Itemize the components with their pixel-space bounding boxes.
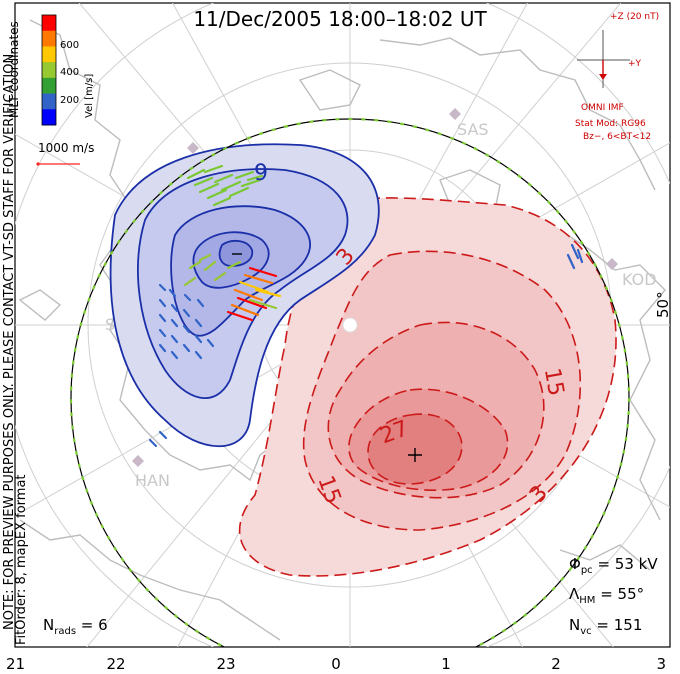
station-label-han: HAN: [135, 471, 170, 490]
imf-y-label: +Y: [628, 59, 642, 69]
fit-order-note: FitOrder: 8, mapEX format: [14, 474, 29, 645]
reference-vector-label: 1000 m/s: [38, 141, 94, 155]
stat-lambda-value: = 55°: [595, 585, 644, 603]
imf-z-label: +Z (20 nT): [610, 12, 659, 22]
mlt-tick-label: 2: [551, 655, 561, 673]
colorbar-tick-200: 200: [60, 95, 79, 106]
colorbar-block: [42, 30, 56, 47]
station-label-sas: SAS: [457, 120, 489, 139]
vectors-green-north: [186, 164, 264, 207]
stat-n-vc: Nvc = 151: [569, 616, 642, 637]
colorbar-block: [42, 109, 56, 126]
colorbar-tick-600: 600: [60, 40, 79, 51]
mlt-tick-label: 21: [6, 655, 25, 673]
stat-phi-symbol: Φ: [569, 555, 581, 573]
potential-max-marker: [408, 448, 422, 462]
stat-lambda-symbol: Λ: [569, 585, 580, 603]
mlt-tick-label: 1: [441, 655, 451, 673]
stat-nvc-value: = 151: [592, 616, 643, 634]
velocity-vectors: [148, 164, 584, 448]
stat-phi-value: = 53 kV: [593, 555, 659, 573]
stats-block: Φpc = 53 kV ΛHM = 55° Nvc = 151 Nrads = …: [43, 555, 658, 637]
stat-n-rads: Nrads = 6: [43, 616, 108, 637]
chart-title: 11/Dec/2005 18:00–18:02 UT: [193, 7, 487, 31]
mlt-tick-label: 22: [106, 655, 125, 673]
colorbar-block: [42, 62, 56, 79]
imf-dial: [577, 30, 630, 88]
mlt-axis: 21 22 23 0 1 2 3: [6, 655, 666, 673]
contour-label-pos-15a: 15: [539, 366, 568, 398]
station-marker-sas: [449, 108, 461, 120]
station-marker-han: [132, 455, 144, 467]
colorbar-outline: [41, 14, 57, 126]
imf-cond-label: Bz−, 6<BT<12: [583, 132, 651, 142]
imf-labels: +Z (20 nT) +Y OMNI IMF Stat Mod: RG96 Bz…: [575, 12, 659, 142]
stat-nvc-symbol: N: [569, 616, 580, 634]
colorbar-label: Vel [m/s]: [84, 74, 95, 118]
station-marker-extra: [187, 142, 199, 154]
latitude-label: 50°: [654, 291, 672, 318]
stat-phi-pc: Φpc = 53 kV: [569, 555, 658, 576]
positive-potential-cell: [238, 197, 617, 577]
colorbar-block: [42, 93, 56, 110]
colorbar-tick-labels: 600 400 200: [60, 40, 79, 106]
colorbar: [41, 14, 57, 126]
mlt-tick-label: 23: [216, 655, 235, 673]
coord-label: MLT coordinates: [7, 21, 21, 118]
stat-lambda-subscript: HM: [579, 595, 595, 606]
mlt-tick-label: 0: [331, 655, 341, 673]
pole-marker: [342, 317, 358, 333]
reference-vector: [36, 162, 80, 166]
vectors-blue-dots: [148, 243, 584, 448]
colorbar-tick-400: 400: [60, 67, 79, 78]
stat-nrads-value: = 6: [76, 616, 108, 634]
stat-lambda-hm: ΛHM = 55°: [569, 585, 644, 606]
vectors-orange-red: [226, 266, 282, 322]
stat-nvc-subscript: vc: [580, 626, 591, 637]
stat-phi-subscript: pc: [581, 565, 593, 576]
colorbar-block: [42, 77, 56, 95]
stat-nrads-subscript: rads: [54, 626, 76, 637]
hm-boundary-dash: [69, 117, 631, 647]
preview-note: NOTE: FOR PREVIEW PURPOSES ONLY. PLEASE …: [2, 50, 17, 630]
mlt-tick-label: 3: [656, 655, 666, 673]
colorbar-block: [42, 46, 56, 63]
contour-label-neg-9: 9: [254, 161, 268, 186]
stat-nrads-symbol: N: [43, 616, 54, 634]
station-label-kod: KOD: [622, 270, 657, 289]
imf-model-label: Stat Mod: RG96: [575, 119, 646, 129]
colorbar-block: [42, 15, 56, 32]
vectors-green-mid: [183, 253, 242, 287]
imf-omni-label: OMNI IMF: [581, 103, 624, 113]
station-marker-kod: [606, 258, 618, 270]
